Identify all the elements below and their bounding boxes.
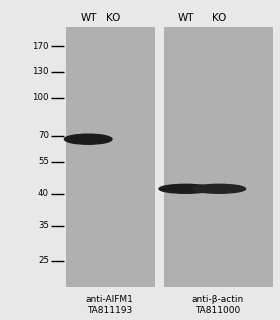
Text: 170: 170 [32, 42, 49, 51]
Ellipse shape [192, 184, 246, 193]
Text: 35: 35 [38, 221, 49, 230]
Text: KO: KO [106, 12, 120, 23]
Text: TA811193: TA811193 [87, 306, 132, 315]
Text: anti-β-actin: anti-β-actin [192, 295, 244, 304]
Text: 25: 25 [38, 256, 49, 265]
FancyBboxPatch shape [164, 27, 272, 286]
Text: KO: KO [212, 12, 226, 23]
Text: 40: 40 [38, 189, 49, 198]
Text: WT: WT [178, 12, 194, 23]
Text: 70: 70 [38, 132, 49, 140]
Ellipse shape [64, 134, 112, 144]
Text: anti-AIFM1: anti-AIFM1 [86, 295, 134, 304]
Text: WT: WT [80, 12, 97, 23]
Text: TA811000: TA811000 [195, 306, 240, 315]
Text: 100: 100 [32, 93, 49, 102]
Text: 130: 130 [32, 68, 49, 76]
Ellipse shape [159, 184, 212, 193]
Text: 55: 55 [38, 157, 49, 166]
FancyBboxPatch shape [66, 27, 154, 286]
